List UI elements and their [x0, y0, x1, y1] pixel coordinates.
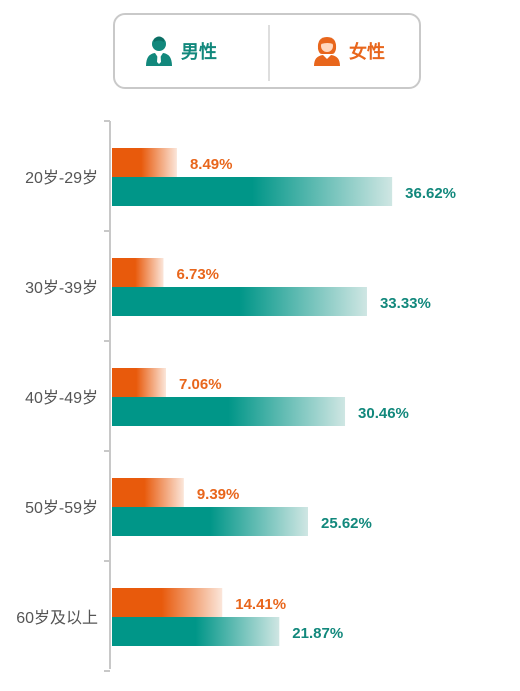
data-label-female: 14.41% [235, 596, 286, 613]
bar-male [112, 177, 393, 206]
bar-female [112, 368, 167, 397]
data-label-male: 30.46% [358, 405, 409, 422]
bar-male [112, 397, 346, 426]
legend-label-female: 女性 [349, 42, 385, 62]
legend-item-male[interactable]: 男性 [145, 15, 217, 87]
data-label-female: 9.39% [197, 486, 240, 503]
data-label-female: 7.06% [179, 376, 222, 393]
bar-female [112, 588, 223, 617]
legend-item-female[interactable]: 女性 [313, 15, 385, 87]
y-tick-label: 40岁-49岁 [25, 389, 98, 407]
data-label-female: 6.73% [176, 266, 219, 283]
legend-label-male: 男性 [181, 42, 217, 62]
y-tick-label: 30岁-39岁 [25, 279, 98, 297]
bar-female [112, 478, 184, 507]
data-label-male: 36.62% [405, 185, 456, 202]
data-label-female: 8.49% [190, 156, 233, 173]
legend-divider [268, 25, 270, 81]
bar-male [112, 287, 367, 316]
bar-female [112, 148, 177, 177]
bar-male [112, 617, 280, 646]
bar-male [112, 507, 308, 536]
legend: 男性 女性 [113, 13, 421, 89]
y-tick-label: 50岁-59岁 [25, 499, 98, 517]
data-label-male: 25.62% [321, 515, 372, 532]
bar-female [112, 258, 164, 287]
data-label-male: 33.33% [380, 295, 431, 312]
y-tick-label: 60岁及以上 [16, 609, 98, 627]
male-user-icon [146, 36, 172, 66]
y-tick-label: 20岁-29岁 [25, 169, 98, 187]
data-label-male: 21.87% [292, 625, 343, 642]
female-user-icon [314, 37, 340, 66]
